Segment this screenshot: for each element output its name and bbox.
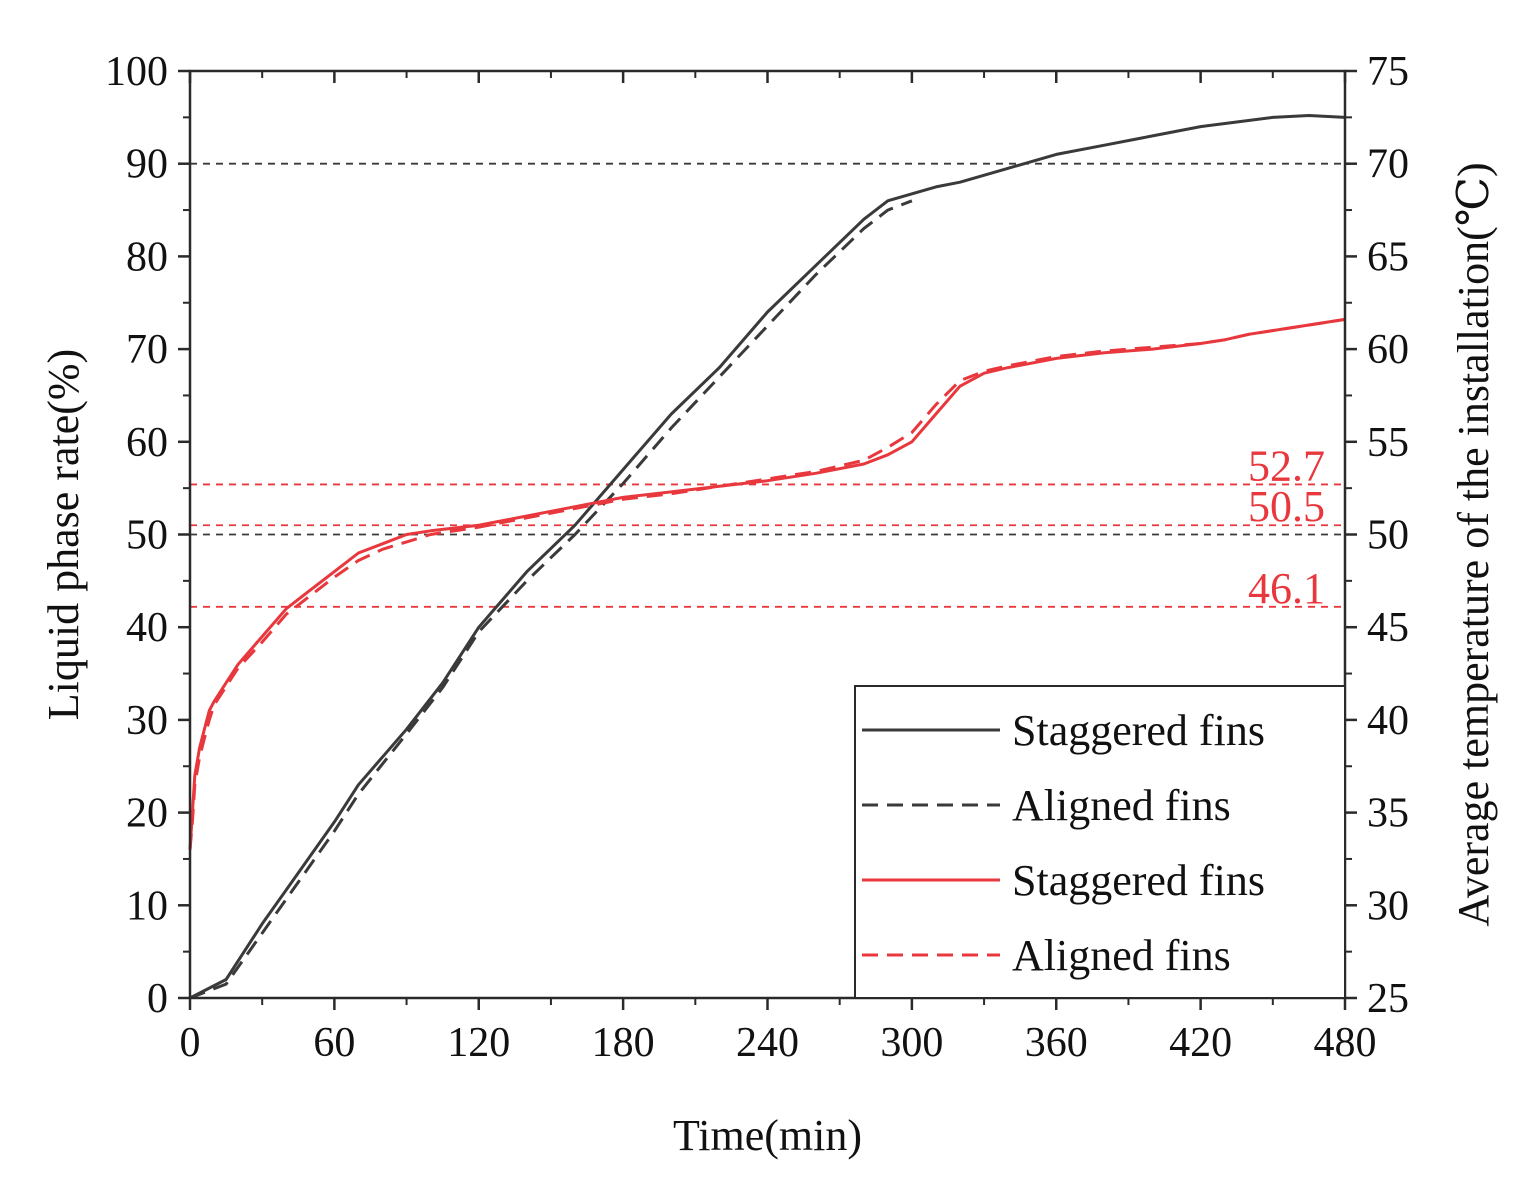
y-tick-label: 100 <box>105 49 168 95</box>
reference-lines <box>190 162 1345 608</box>
series-line <box>188 317 1346 850</box>
x-tick-label: 300 <box>880 1020 943 1066</box>
reference-label: 46.1 <box>1248 564 1325 613</box>
reference-label: 50.5 <box>1248 482 1325 531</box>
series-lines <box>188 114 1346 1000</box>
y2-tick-label: 50 <box>1367 513 1409 559</box>
reference-annotations: 52.750.5 46.1 <box>1248 441 1325 612</box>
x-tick-label: 60 <box>313 1020 355 1066</box>
legend: Staggered fins Aligned fins Staggered fins… <box>854 685 1346 999</box>
y2-tick-label: 45 <box>1367 605 1409 651</box>
y-tick-label: 0 <box>147 976 168 1022</box>
y-tick-label: 70 <box>126 327 168 373</box>
y-tick-label: 60 <box>126 420 168 466</box>
y-axis-title: Liquid phase rate(%) <box>39 349 88 720</box>
y-tick-label: 80 <box>126 234 168 280</box>
axis-ticks: 0 60 120 180 240 300 360 420 480 0 10 20 30 40 50 60 70 8… <box>105 49 1409 1066</box>
legend-box <box>854 685 1346 999</box>
y-tick-label: 10 <box>126 883 168 929</box>
y2-tick-label: 35 <box>1367 791 1409 837</box>
x-tick-label: 360 <box>1025 1020 1088 1066</box>
reference-label: 52.7 <box>1248 441 1325 490</box>
y2-tick-label: 55 <box>1367 420 1409 466</box>
series-line <box>189 199 913 1000</box>
y2-tick-label: 70 <box>1367 142 1409 188</box>
y-tick-label: 20 <box>126 791 168 837</box>
legend-label: Staggered fins <box>1012 706 1265 755</box>
x-tick-label: 180 <box>592 1020 655 1066</box>
y2-tick-label: 40 <box>1367 698 1409 744</box>
y-tick-label: 40 <box>126 605 168 651</box>
y-tick-label: 30 <box>126 698 168 744</box>
legend-label: Aligned fins <box>1012 781 1231 830</box>
x-tick-label: 120 <box>447 1020 510 1066</box>
x-tick-label: 0 <box>180 1020 201 1066</box>
x-axis-title: Time(min) <box>673 1111 862 1160</box>
y2-tick-label: 75 <box>1367 49 1409 95</box>
y2-tick-label: 65 <box>1367 234 1409 280</box>
y-tick-label: 90 <box>126 142 168 188</box>
legend-label: Aligned fins <box>1012 931 1231 980</box>
series-line <box>188 317 1346 850</box>
y2-axis-title: Average temperature of the installation(… <box>1449 162 1498 926</box>
y2-tick-label: 25 <box>1367 976 1409 1022</box>
x-tick-label: 480 <box>1314 1020 1377 1066</box>
y-tick-label: 50 <box>126 513 168 559</box>
series-line <box>189 114 1346 1000</box>
y2-tick-label: 30 <box>1367 883 1409 929</box>
x-tick-label: 420 <box>1169 1020 1232 1066</box>
legend-label: Staggered fins <box>1012 856 1265 905</box>
y2-tick-label: 60 <box>1367 327 1409 373</box>
x-tick-label: 240 <box>736 1020 799 1066</box>
